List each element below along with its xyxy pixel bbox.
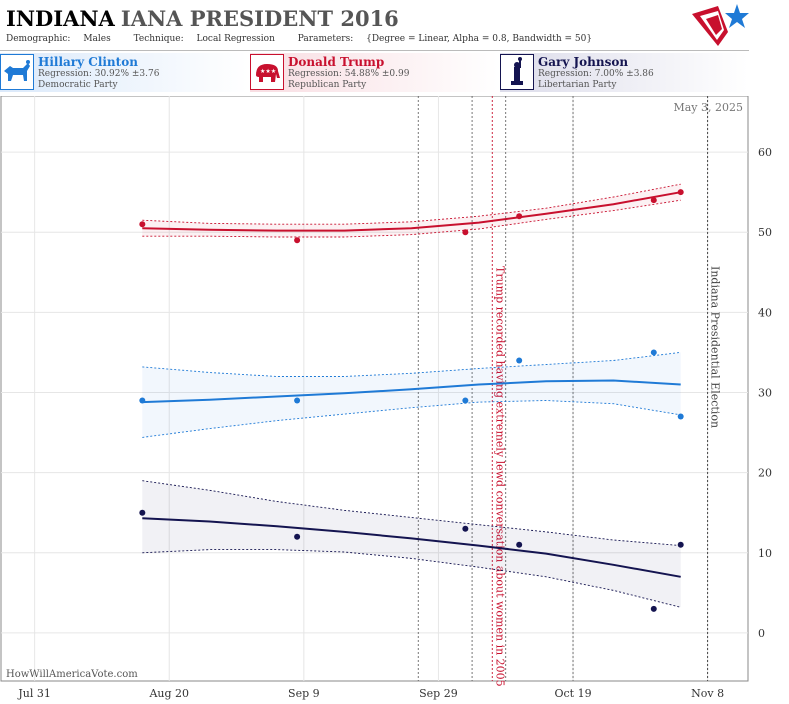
header-divider (0, 50, 749, 51)
event-label: Indiana Presidential Election (709, 266, 722, 428)
poll-point (139, 221, 146, 228)
confidence-band (142, 352, 681, 438)
poll-chart: Trump recorded having extremely lewd con… (0, 96, 772, 700)
technique: Technique: Local Regression (133, 34, 275, 44)
candidate-card-clinton: Hillary Clinton Regression: 30.92% ±3.76… (0, 53, 248, 92)
candidate-name: Gary Johnson (538, 55, 629, 69)
poll-point (462, 525, 469, 532)
poll-point (516, 213, 523, 220)
y-tick-label: 40 (758, 306, 772, 319)
candidate-regression: Regression: 30.92% ±3.76 (38, 69, 160, 79)
demographic: Demographic: Males (6, 34, 111, 44)
poll-point (294, 237, 301, 244)
y-tick-label: 30 (758, 387, 772, 400)
regression-line (142, 191, 681, 232)
elephant-icon: ★★★ (250, 54, 284, 90)
x-tick-label: Sep 9 (288, 687, 320, 700)
x-tick-label: Sep 29 (419, 687, 458, 700)
x-tick-label: Nov 8 (691, 687, 724, 700)
poll-point (516, 541, 523, 548)
state-name: INDIANA (6, 6, 115, 31)
upper-bound-line (142, 480, 681, 547)
y-tick-label: 10 (758, 547, 772, 560)
candidate-party: Republican Party (288, 80, 367, 90)
flag-star-logo (692, 4, 749, 46)
confidence-band (142, 480, 681, 608)
upper-bound-line (142, 351, 681, 377)
x-tick-label: Jul 31 (17, 687, 51, 700)
donkey-icon (0, 54, 34, 90)
poll-point (139, 397, 146, 404)
date-stamp: May 3, 2025 (673, 101, 743, 114)
y-tick-label: 50 (758, 226, 772, 239)
candidate-regression: Regression: 7.00% ±3.86 (538, 69, 654, 79)
x-tick-label: Oct 19 (554, 687, 591, 700)
poll-point (516, 357, 523, 364)
title-rest: IANA PRESIDENT 2016 (120, 6, 399, 31)
poll-point (294, 397, 301, 404)
plot-frame (0, 96, 749, 682)
candidate-name: Hillary Clinton (38, 55, 138, 69)
event-label: Trump recorded having extremely lewd con… (493, 266, 506, 687)
candidate-party: Democratic Party (38, 80, 118, 90)
lower-bound-line (142, 199, 681, 238)
poll-point (650, 605, 657, 612)
upper-bound-line (142, 183, 681, 225)
poll-point (650, 349, 657, 356)
poll-point (677, 541, 684, 548)
poll-point (462, 397, 469, 404)
poll-point (294, 533, 301, 540)
candidate-regression: Regression: 54.88% ±0.99 (288, 69, 410, 79)
site-credit: HowWillAmericaVote.com (6, 669, 138, 680)
poll-point (462, 229, 469, 236)
regression-line (142, 517, 681, 578)
y-tick-label: 60 (758, 146, 772, 159)
candidate-party: Libertarian Party (538, 80, 617, 90)
regression-line (142, 379, 681, 404)
liberty-icon (500, 54, 534, 90)
y-tick-label: 20 (758, 467, 772, 480)
svg-text:★★★: ★★★ (260, 68, 276, 75)
x-tick-label: Aug 20 (148, 687, 189, 700)
candidate-card-trump: ★★★ Donald Trump Regression: 54.88% ±0.9… (250, 53, 498, 92)
poll-point (650, 197, 657, 204)
parameters: Parameters: {Degree = Linear, Alpha = 0.… (297, 34, 593, 44)
lower-bound-line (142, 549, 681, 608)
poll-point (677, 413, 684, 420)
poll-point (677, 189, 684, 196)
page-title: INDIANA IANA PRESIDENT 2016 (6, 6, 399, 31)
y-tick-label: 0 (758, 627, 765, 640)
poll-point (139, 509, 146, 516)
chart-meta: Demographic: Males Technique: Local Regr… (6, 34, 612, 44)
candidate-card-johnson: Gary Johnson Regression: 7.00% ±3.86 Lib… (500, 53, 748, 92)
candidate-name: Donald Trump (288, 55, 385, 69)
